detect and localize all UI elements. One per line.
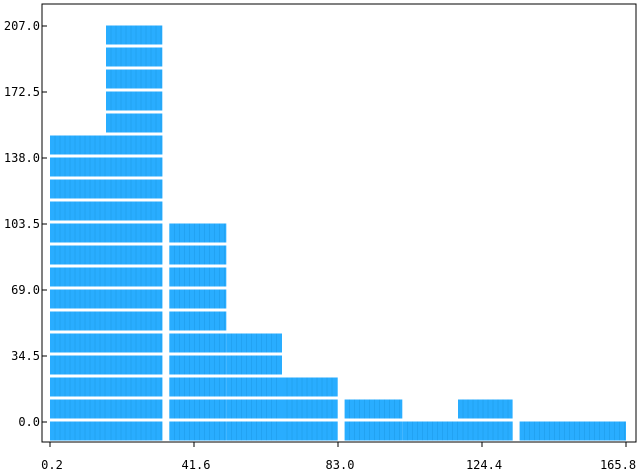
bar-block — [282, 377, 338, 397]
bar-block — [106, 399, 163, 419]
bar-block — [282, 421, 338, 441]
bar-block — [226, 333, 282, 353]
bar-block — [106, 223, 163, 243]
bar-block — [106, 135, 163, 155]
bar-group — [50, 25, 626, 441]
bar-block — [106, 201, 163, 221]
x-tick-label: 165.8 — [600, 458, 636, 472]
bar-block — [106, 113, 163, 133]
bar-block — [519, 421, 626, 441]
bar-block — [169, 377, 227, 397]
y-tick-label: 207.0 — [4, 19, 40, 33]
plot-frame — [41, 3, 637, 443]
y-tick-label: 34.5 — [11, 349, 40, 363]
bar-block — [458, 421, 513, 441]
x-tick-label: 83.0 — [326, 458, 355, 472]
y-axis: 207.0 172.5 138.0 103.5 69.0 34.5 0.0 — [4, 19, 47, 429]
y-tick-label: 138.0 — [4, 151, 40, 165]
bar-block — [282, 399, 338, 419]
y-tick-label: 0.0 — [18, 415, 40, 429]
bar-block — [169, 223, 227, 243]
bar-block — [106, 355, 163, 375]
bar-block — [169, 267, 227, 287]
bar-block — [226, 421, 282, 441]
bar-block — [169, 333, 227, 353]
bar-block — [106, 245, 163, 265]
y-tick-label: 103.5 — [4, 217, 40, 231]
bar-block — [169, 355, 227, 375]
bar-block — [106, 179, 163, 199]
bar-block — [344, 399, 403, 419]
bar-block — [169, 399, 227, 419]
bar-block — [169, 421, 227, 441]
x-tick-label: 0.2 — [41, 458, 63, 472]
bar-block — [169, 289, 227, 309]
bar-block — [106, 311, 163, 331]
bar-block — [106, 47, 163, 67]
bar-block — [106, 421, 163, 441]
bar-block — [106, 377, 163, 397]
bar-block — [106, 91, 163, 111]
bar-block — [226, 377, 282, 397]
bar-block — [106, 25, 163, 45]
bar-block — [106, 333, 163, 353]
bar-block — [344, 421, 403, 441]
bar-block — [169, 245, 227, 265]
bar-block — [226, 355, 282, 375]
bar-block — [106, 157, 163, 177]
bar-block — [106, 267, 163, 287]
bar-block — [106, 69, 163, 89]
x-tick-label: 41.6 — [182, 458, 211, 472]
y-tick-label: 69.0 — [11, 283, 40, 297]
bar-block — [458, 399, 513, 419]
bar-block — [169, 311, 227, 331]
x-tick-label: 124.4 — [466, 458, 502, 472]
bar-block — [106, 289, 163, 309]
bar-block — [226, 399, 282, 419]
y-tick-label: 172.5 — [4, 85, 40, 99]
x-axis: 0.2 41.6 83.0 124.4 165.8 — [41, 442, 636, 472]
